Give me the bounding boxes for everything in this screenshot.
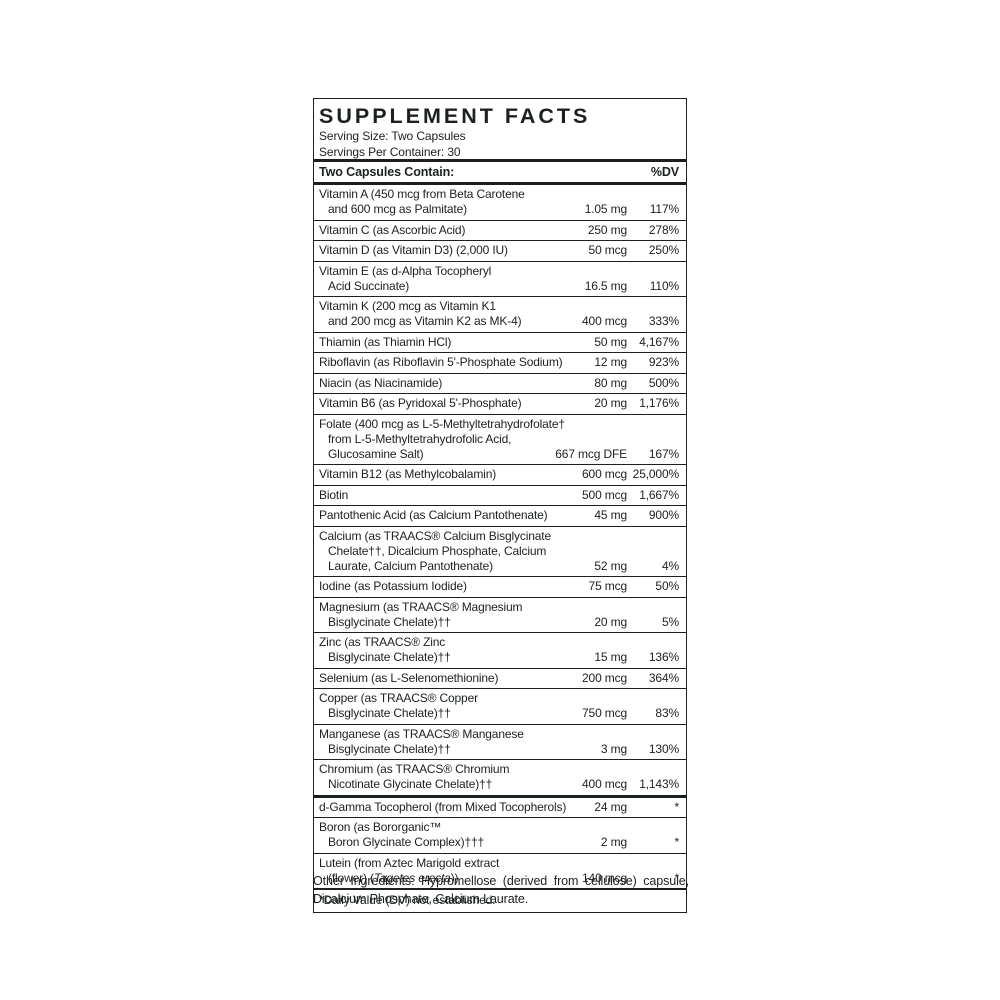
dv-cell: 117% xyxy=(649,202,679,216)
dv-cell: 50% xyxy=(655,579,679,593)
dv-cell: 923% xyxy=(648,355,679,369)
table-row: Vitamin E (as d-Alpha Tocopheryl Acid Suc… xyxy=(314,260,686,297)
dv-cell: * xyxy=(674,870,679,885)
dv-cell: 900% xyxy=(648,508,679,522)
dv-cell: 167% xyxy=(648,446,679,461)
amount-cell: 400 mcg xyxy=(582,777,627,791)
table-row: Thiamin (as Thiamin HCl) 50 mg 4,167% xyxy=(314,331,686,353)
amount-cell: 400 mcg xyxy=(582,314,627,328)
table-row: Vitamin B6 (as Pyridoxal 5'-Phosphate) 20… xyxy=(314,393,686,414)
table-row: Pantothenic Acid (as Calcium Pantothenat… xyxy=(314,505,686,526)
table-row: Lutein (from Aztec Marigold extract (flow… xyxy=(314,852,686,889)
supplement-rows: Vitamin A (450 mcg from Beta Carotene and… xyxy=(314,185,686,888)
amount-cell: 75 mcg xyxy=(588,579,628,593)
dv-cell: 1,667% xyxy=(639,487,679,502)
table-row: Niacin (as Niacinamide) 80 mg 500% xyxy=(314,372,686,394)
dv-cell: 136% xyxy=(648,650,679,664)
amount-cell: 3 mg xyxy=(600,741,627,756)
amount-cell: 20 mg xyxy=(594,614,627,629)
divider-thick-top xyxy=(314,159,686,162)
dv-cell: 364% xyxy=(648,670,679,685)
dv-cell: 130% xyxy=(648,741,679,756)
table-row: Calcium (as TRAACS® Calcium Bisglycinate… xyxy=(314,525,686,577)
divider-thick-header xyxy=(314,182,686,185)
dv-header-label: %DV xyxy=(650,165,679,179)
amount-cell: 45 mg xyxy=(594,508,627,522)
amount-cell: 20 mg xyxy=(594,396,627,410)
amount-cell: 2 mg xyxy=(600,835,627,849)
table-row: Iodine (as Potassium Iodide) 75 mcg 50% xyxy=(314,576,686,597)
amount-cell: 50 mg xyxy=(594,334,627,349)
panel-title: SUPPLEMENT FACTS xyxy=(319,104,591,128)
amount-cell: 750 mcg xyxy=(582,706,627,720)
dv-cell: 250% xyxy=(648,243,679,257)
dv-cell: 4% xyxy=(661,558,679,573)
supplement-facts-panel: SUPPLEMENT FACTS Serving Size: Two Capsu… xyxy=(313,98,687,913)
table-row: Biotin 500 mcg 1,667% xyxy=(314,484,686,506)
amount-cell: 1.05 mg xyxy=(584,202,627,216)
table-row: Folate (400 mcg as L-5-Methyltetrahydrof… xyxy=(314,413,686,465)
table-row: Vitamin C (as Ascorbic Acid) 250 mg 278% xyxy=(314,219,686,241)
table-row: Riboflavin (as Riboflavin 5'-Phosphate S… xyxy=(314,352,686,373)
other-ingredients: Other Ingredients: Hypromellose (derived… xyxy=(313,874,689,906)
amount-cell: 600 mcg xyxy=(582,467,627,481)
table-row: Selenium (as L-Selenomethionine) 200 mcg 3… xyxy=(314,667,686,689)
dv-cell: 83% xyxy=(655,706,679,720)
dv-cell: * xyxy=(674,835,679,849)
dv-cell: 5% xyxy=(661,614,679,629)
table-row: Vitamin D (as Vitamin D3) (2,000 IU) 50 m… xyxy=(314,240,686,261)
dv-cell: 110% xyxy=(649,278,679,293)
amount-cell: 52 mg xyxy=(594,558,627,573)
dv-cell: 25,000% xyxy=(632,467,679,481)
dv-cell: 1,143% xyxy=(639,777,679,791)
amount-cell: 50 mcg xyxy=(588,243,628,257)
amount-cell: 667 mcg DFE xyxy=(555,446,627,461)
dv-cell: 4,167% xyxy=(639,334,679,349)
dv-cell: 333% xyxy=(648,314,679,328)
amount-cell: 12 mg xyxy=(594,355,627,369)
table-row: Manganese (as TRAACS® Manganese Bisglycin… xyxy=(314,723,686,760)
dv-cell: 500% xyxy=(648,375,679,390)
amount-cell: 16.5 mg xyxy=(584,278,627,293)
column-header-label: Two Capsules Contain: xyxy=(319,165,455,179)
amount-cell: 200 mcg xyxy=(582,670,627,685)
table-row: d-Gamma Tocopherol (from Mixed Tocophero… xyxy=(314,794,686,818)
table-row: Magnesium (as TRAACS® Magnesium Bisglycin… xyxy=(314,596,686,633)
dv-cell: 278% xyxy=(648,222,679,237)
dv-cell: 1,176% xyxy=(639,396,679,410)
amount-cell: 24 mg xyxy=(594,799,627,814)
table-row: Zinc (as TRAACS® Zinc Bisglycinate Chelat… xyxy=(314,632,686,668)
amount-cell: 15 mg xyxy=(594,650,627,664)
table-row: Chromium (as TRAACS® Chromium Nicotinate … xyxy=(314,759,686,795)
serving-size: Serving Size: Two Capsules xyxy=(319,129,466,143)
amount-cell: 250 mg xyxy=(587,222,627,237)
servings-per-container: Servings Per Container: 30 xyxy=(319,144,461,159)
table-row: Boron (as Bororganic™ Boron Glycinate Com… xyxy=(314,817,686,853)
amount-cell: 140 mcg xyxy=(582,870,627,885)
table-row: Vitamin B12 (as Methylcobalamin) 600 mcg 2… xyxy=(314,464,686,485)
dv-cell: * xyxy=(674,799,679,814)
amount-cell: 500 mcg xyxy=(582,487,627,502)
dv-footnote: *Daily Value (DV) not established. xyxy=(314,888,686,912)
table-row: Vitamin K (200 mcg as Vitamin K1 and 200 … xyxy=(314,296,686,332)
column-header-row: Two Capsules Contain: %DV xyxy=(314,162,686,182)
table-row: Vitamin A (450 mcg from Beta Carotene and… xyxy=(319,187,679,216)
table-row: Copper (as TRAACS® Copper Bisglycinate Ch… xyxy=(314,688,686,724)
amount-cell: 80 mg xyxy=(594,375,627,390)
